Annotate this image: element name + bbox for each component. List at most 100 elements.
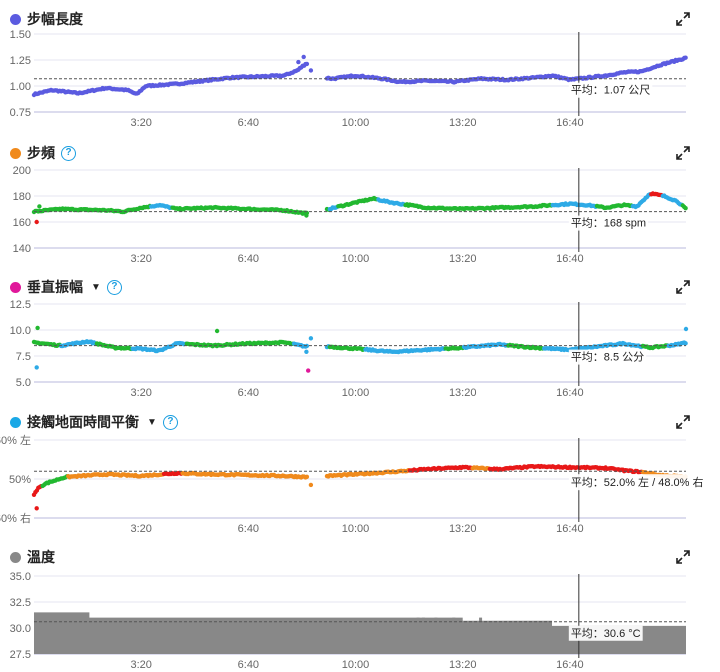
data-point <box>308 68 314 73</box>
temperature-legend-dot <box>10 551 21 563</box>
temperature-spike <box>419 622 423 654</box>
help-icon[interactable]: ? <box>61 145 76 161</box>
x-tick-label: 3:20 <box>130 253 151 265</box>
x-tick-label: 13:20 <box>449 387 477 399</box>
x-tick-label: 16:40 <box>556 387 584 399</box>
data-point <box>34 219 39 225</box>
expand-icon[interactable] <box>676 550 690 564</box>
x-tick-label: 3:20 <box>130 117 151 129</box>
average-label-bg <box>568 474 706 491</box>
data-point <box>37 204 42 209</box>
x-tick-label: 3:20 <box>130 659 151 671</box>
chart-balance: 60% 左 50% 60% 右 3:20 6:40 10:00 13:20 16:40 平均：5… <box>0 434 706 535</box>
x-tick-label: 16:40 <box>556 117 584 129</box>
temperature-spike <box>427 622 431 654</box>
stride-title: 步幅長度 <box>27 11 83 27</box>
average-label-bg <box>568 349 647 365</box>
expand-icon[interactable] <box>676 146 690 160</box>
x-tick-label: 6:40 <box>238 387 259 399</box>
x-tick-label: 10:00 <box>342 659 370 671</box>
y-tick-label: 200 <box>13 165 31 177</box>
chart-cadence: 200 180 160 140 3:20 6:40 10:00 13:20 16:40 平均：16… <box>13 165 688 265</box>
data-point <box>683 55 688 60</box>
x-tick-label: 6:40 <box>238 523 259 535</box>
chart-temperature: 35.0 32.5 30.0 27.5 3:20 6:40 10:00 13:20 16:40 平… <box>10 571 686 671</box>
average-label-bg <box>568 625 643 641</box>
y-tick-label: 180 <box>13 191 31 203</box>
temperature-spike <box>421 617 425 654</box>
panel-stride: 步幅長度 <box>0 8 720 128</box>
panel-vertical: 垂直振幅 ▼ ? <box>0 276 720 396</box>
expand-icon[interactable] <box>676 415 690 429</box>
temperature-spike <box>416 617 420 654</box>
x-tick-label: 13:20 <box>449 659 477 671</box>
x-tick-label: 10:00 <box>342 523 370 535</box>
panel-header-cadence: 步頻 ? <box>10 142 76 164</box>
x-tick-label: 6:40 <box>238 659 259 671</box>
y-tick-label: 0.75 <box>10 107 31 119</box>
panel-cadence: 步頻 ? <box>0 142 720 262</box>
vertical-legend-dot <box>10 281 21 293</box>
temperature-spike <box>479 617 483 654</box>
temperature-spike <box>483 622 487 654</box>
temperature-area <box>34 612 686 654</box>
help-icon[interactable]: ? <box>106 279 122 295</box>
panel-header-vertical: 垂直振幅 ▼ ? <box>10 276 122 298</box>
help-icon[interactable]: ? <box>162 414 178 430</box>
y-tick-label: 35.0 <box>10 571 31 583</box>
x-tick-label: 6:40 <box>238 253 259 265</box>
x-tick-label: 6:40 <box>238 117 259 129</box>
expand-icon[interactable] <box>676 280 690 294</box>
stride-legend-dot <box>10 13 21 25</box>
average-label: 平均：168 spm <box>571 217 646 230</box>
y-tick-label: 1.25 <box>10 55 31 67</box>
data-point <box>214 328 220 334</box>
balance-legend-dot <box>10 416 21 428</box>
cadence-title: 步頻 <box>27 145 55 161</box>
data-point <box>683 326 689 332</box>
y-tick-label: 60% 右 <box>0 511 31 525</box>
y-tick-label: 5.0 <box>16 377 31 389</box>
dropdown-caret-icon[interactable]: ▼ <box>91 281 101 293</box>
balance-title: 接觸地面時間平衡 <box>27 414 139 430</box>
temperature-spike <box>441 622 445 654</box>
data-point <box>308 336 314 341</box>
x-tick-label: 16:40 <box>556 523 584 535</box>
average-label: 平均：30.6 °C <box>571 627 641 640</box>
data-point <box>306 368 311 373</box>
data-point <box>296 59 301 65</box>
y-tick-label: 1.50 <box>10 29 31 41</box>
panel-header-stride: 步幅長度 <box>10 8 83 30</box>
data-point <box>35 325 40 331</box>
x-tick-label: 10:00 <box>342 387 370 399</box>
data-point <box>304 474 310 479</box>
data-point <box>34 506 39 511</box>
y-tick-label: 10.0 <box>10 325 31 337</box>
cadence-legend-dot <box>10 147 21 159</box>
x-tick-label: 3:20 <box>130 523 151 535</box>
data-point <box>301 54 306 60</box>
panel-header-temperature: 溫度 <box>10 546 55 568</box>
data-point <box>683 341 688 346</box>
average-label-bg <box>568 82 653 98</box>
y-tick-label: 50% <box>9 474 31 486</box>
x-tick-label: 16:40 <box>556 659 584 671</box>
y-tick-label: 60% 左 <box>0 434 31 447</box>
y-tick-label: 7.5 <box>16 351 31 363</box>
dropdown-caret-icon[interactable]: ▼ <box>147 416 157 428</box>
expand-icon[interactable] <box>676 12 690 26</box>
x-tick-label: 13:20 <box>449 253 477 265</box>
data-point <box>304 349 309 354</box>
average-label: 平均：52.0% 左 / 48.0% 右 <box>571 475 704 489</box>
chart-vertical: 12.5 10.0 7.5 5.0 3:20 6:40 10:00 13:20 16:40 平均：… <box>10 299 689 399</box>
panel-balance: 接觸地面時間平衡 ▼ ? <box>0 411 720 531</box>
chart-stride: 1.50 1.25 1.00 0.75 3:20 6:40 10:00 13:20 16:40 平… <box>10 29 688 129</box>
temperature-spike <box>456 622 460 654</box>
x-tick-label: 13:20 <box>449 523 477 535</box>
average-label: 平均：8.5 公分 <box>571 351 644 364</box>
y-tick-label: 32.5 <box>10 597 31 609</box>
average-label: 平均：1.07 公尺 <box>571 84 650 97</box>
y-tick-label: 140 <box>13 243 31 255</box>
x-tick-label: 10:00 <box>342 253 370 265</box>
